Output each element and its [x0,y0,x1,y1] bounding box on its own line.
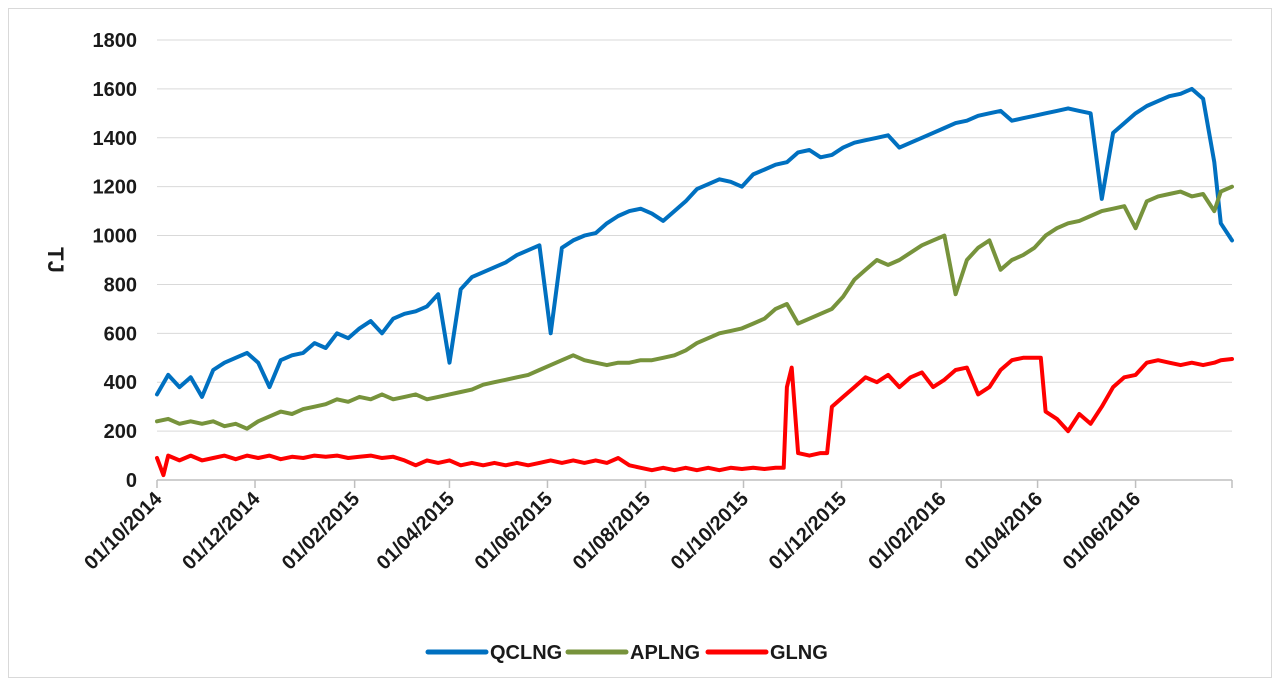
y-tick-label: 400 [104,372,137,394]
x-tick-label: 01/06/2015 [471,488,557,574]
x-tick-label: 01/02/2015 [278,488,364,574]
x-tick-label: 01/12/2014 [178,487,265,574]
y-tick-label: 200 [104,421,137,443]
series-line-aplng [155,184,1234,431]
axes [156,479,1233,488]
y-tick-label: 1000 [93,226,138,248]
series-line-glng [155,355,1234,478]
y-axis-title: TJ [43,247,68,273]
chart-frame [8,8,1272,678]
x-tick-label: 01/04/2016 [961,488,1047,574]
y-axis-tick-labels: 0 200 400 600 800 1000 1200 1400 1600 1800 [93,30,138,492]
y-tick-label: 1200 [93,177,138,199]
x-axis-tick-labels: 01/10/2014 01/12/2014 01/02/2015 01/04/2015… [80,487,1145,574]
x-tick-label: 01/12/2015 [765,488,851,574]
y-tick-label: 800 [104,274,137,296]
x-tick-label: 01/10/2014 [80,487,167,574]
y-tick-label: 1800 [93,30,138,52]
y-tick-label: 1400 [93,128,138,150]
x-tick-label: 01/04/2015 [373,488,459,574]
y-tick-label: 1600 [93,79,138,101]
legend-label-qclng: QCLNG [490,642,562,664]
gridlines [157,39,1232,432]
series-lines [155,86,1234,478]
legend: QCLNG APLNG GLNG [425,642,828,664]
legend-label-aplng: APLNG [630,642,700,664]
legend-label-glng: GLNG [770,642,828,664]
x-tick-label: 01/06/2016 [1059,488,1145,574]
x-tick-label: 01/10/2015 [667,488,753,574]
x-tick-label: 01/08/2015 [569,488,655,574]
series-line-qclng [155,86,1234,399]
y-tick-label: 600 [104,323,137,345]
x-tick-label: 01/02/2016 [864,488,950,574]
y-tick-label: 0 [126,470,137,492]
